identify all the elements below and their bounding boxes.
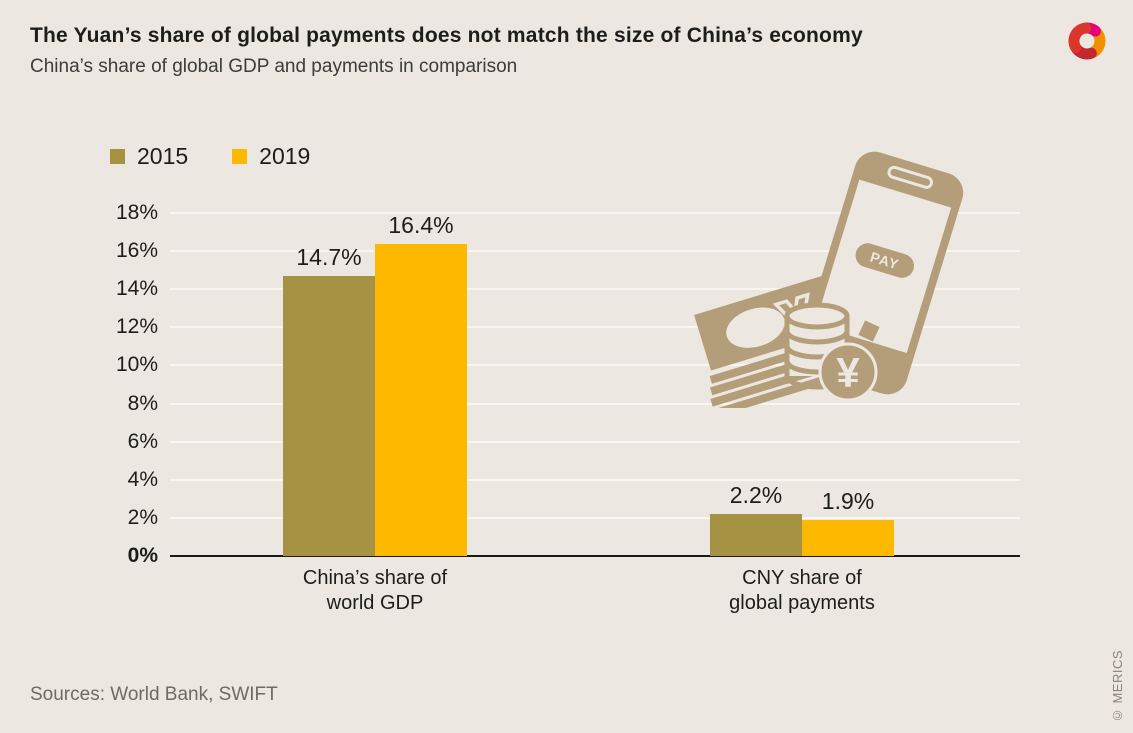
- y-tick-label: 12%: [115, 315, 158, 339]
- bar-2019-group1: [375, 243, 467, 556]
- bar-chart-plot: 14.7% 16.4% China’s share of world GDP 2.2%…: [170, 211, 1020, 614]
- legend-label: 2015: [137, 143, 189, 169]
- bar-2019-group2: [802, 519, 894, 556]
- legend-swatch: [110, 149, 125, 164]
- coin-stack-icon: [784, 302, 850, 390]
- yuan-coin-icon: ¥: [818, 342, 878, 402]
- y-tick-label: 14%: [115, 277, 158, 301]
- y-tick-label: 2%: [127, 505, 158, 529]
- y-tick-label: 0%: [127, 544, 158, 567]
- page-title: The Yuan’s share of global payments does…: [30, 24, 863, 47]
- bar-value-label: 2.2%: [729, 482, 783, 509]
- mobile-payment-illustration: ¥ PAY ¥: [694, 151, 964, 408]
- y-tick-label: 10%: [115, 353, 158, 377]
- gridline: [170, 440, 1020, 443]
- gridline: [170, 212, 1020, 214]
- y-tick-label: 18%: [115, 201, 158, 224]
- legend-label: 2019: [259, 143, 311, 169]
- y-tick-label: 16%: [115, 239, 158, 263]
- pay-button: PAY: [855, 243, 915, 278]
- y-tick-label: 4%: [127, 467, 158, 491]
- phone-speaker: [887, 165, 933, 189]
- y-tick-label: 6%: [127, 429, 158, 453]
- y-tick-label: 8%: [127, 391, 158, 415]
- gridline: [170, 478, 1020, 481]
- gridline: [170, 516, 1020, 519]
- coin-yuan-symbol: ¥: [836, 349, 860, 396]
- copyright-note: © MERICS: [1110, 650, 1125, 724]
- gridline: [170, 288, 1020, 291]
- page-subtitle: China’s share of global GDP and payments…: [30, 56, 518, 77]
- bar-value-label: 1.9%: [821, 487, 875, 514]
- bar-value-label: 14.7%: [296, 243, 362, 270]
- merics-logo-icon: [1068, 22, 1106, 60]
- gridline: [170, 402, 1020, 405]
- bar-2015-group1: [283, 275, 375, 556]
- bar-value-label: 16.4%: [388, 211, 454, 238]
- chart-legend: 2015 2019: [110, 143, 310, 170]
- gridline: [170, 326, 1020, 329]
- bar-2015-group2: [710, 514, 802, 556]
- gridline: [170, 364, 1020, 367]
- legend-swatch: [232, 149, 248, 164]
- category-label: CNY share of global payments: [729, 567, 875, 614]
- legend-item-2015: 2015: [110, 143, 188, 170]
- y-axis: 0% 2% 4% 6% 8% 10% 12% 14% 16% 18%: [70, 202, 158, 567]
- x-axis-line: [170, 555, 1020, 557]
- coin-clasp-detail: [858, 320, 880, 342]
- logo-red-arc: [1068, 22, 1092, 53]
- legend-item-2019: 2019: [232, 143, 310, 170]
- category-label: China’s share of world GDP: [302, 567, 448, 614]
- gridline: [170, 250, 1020, 253]
- sources-note: Sources: World Bank, SWIFT: [30, 684, 278, 705]
